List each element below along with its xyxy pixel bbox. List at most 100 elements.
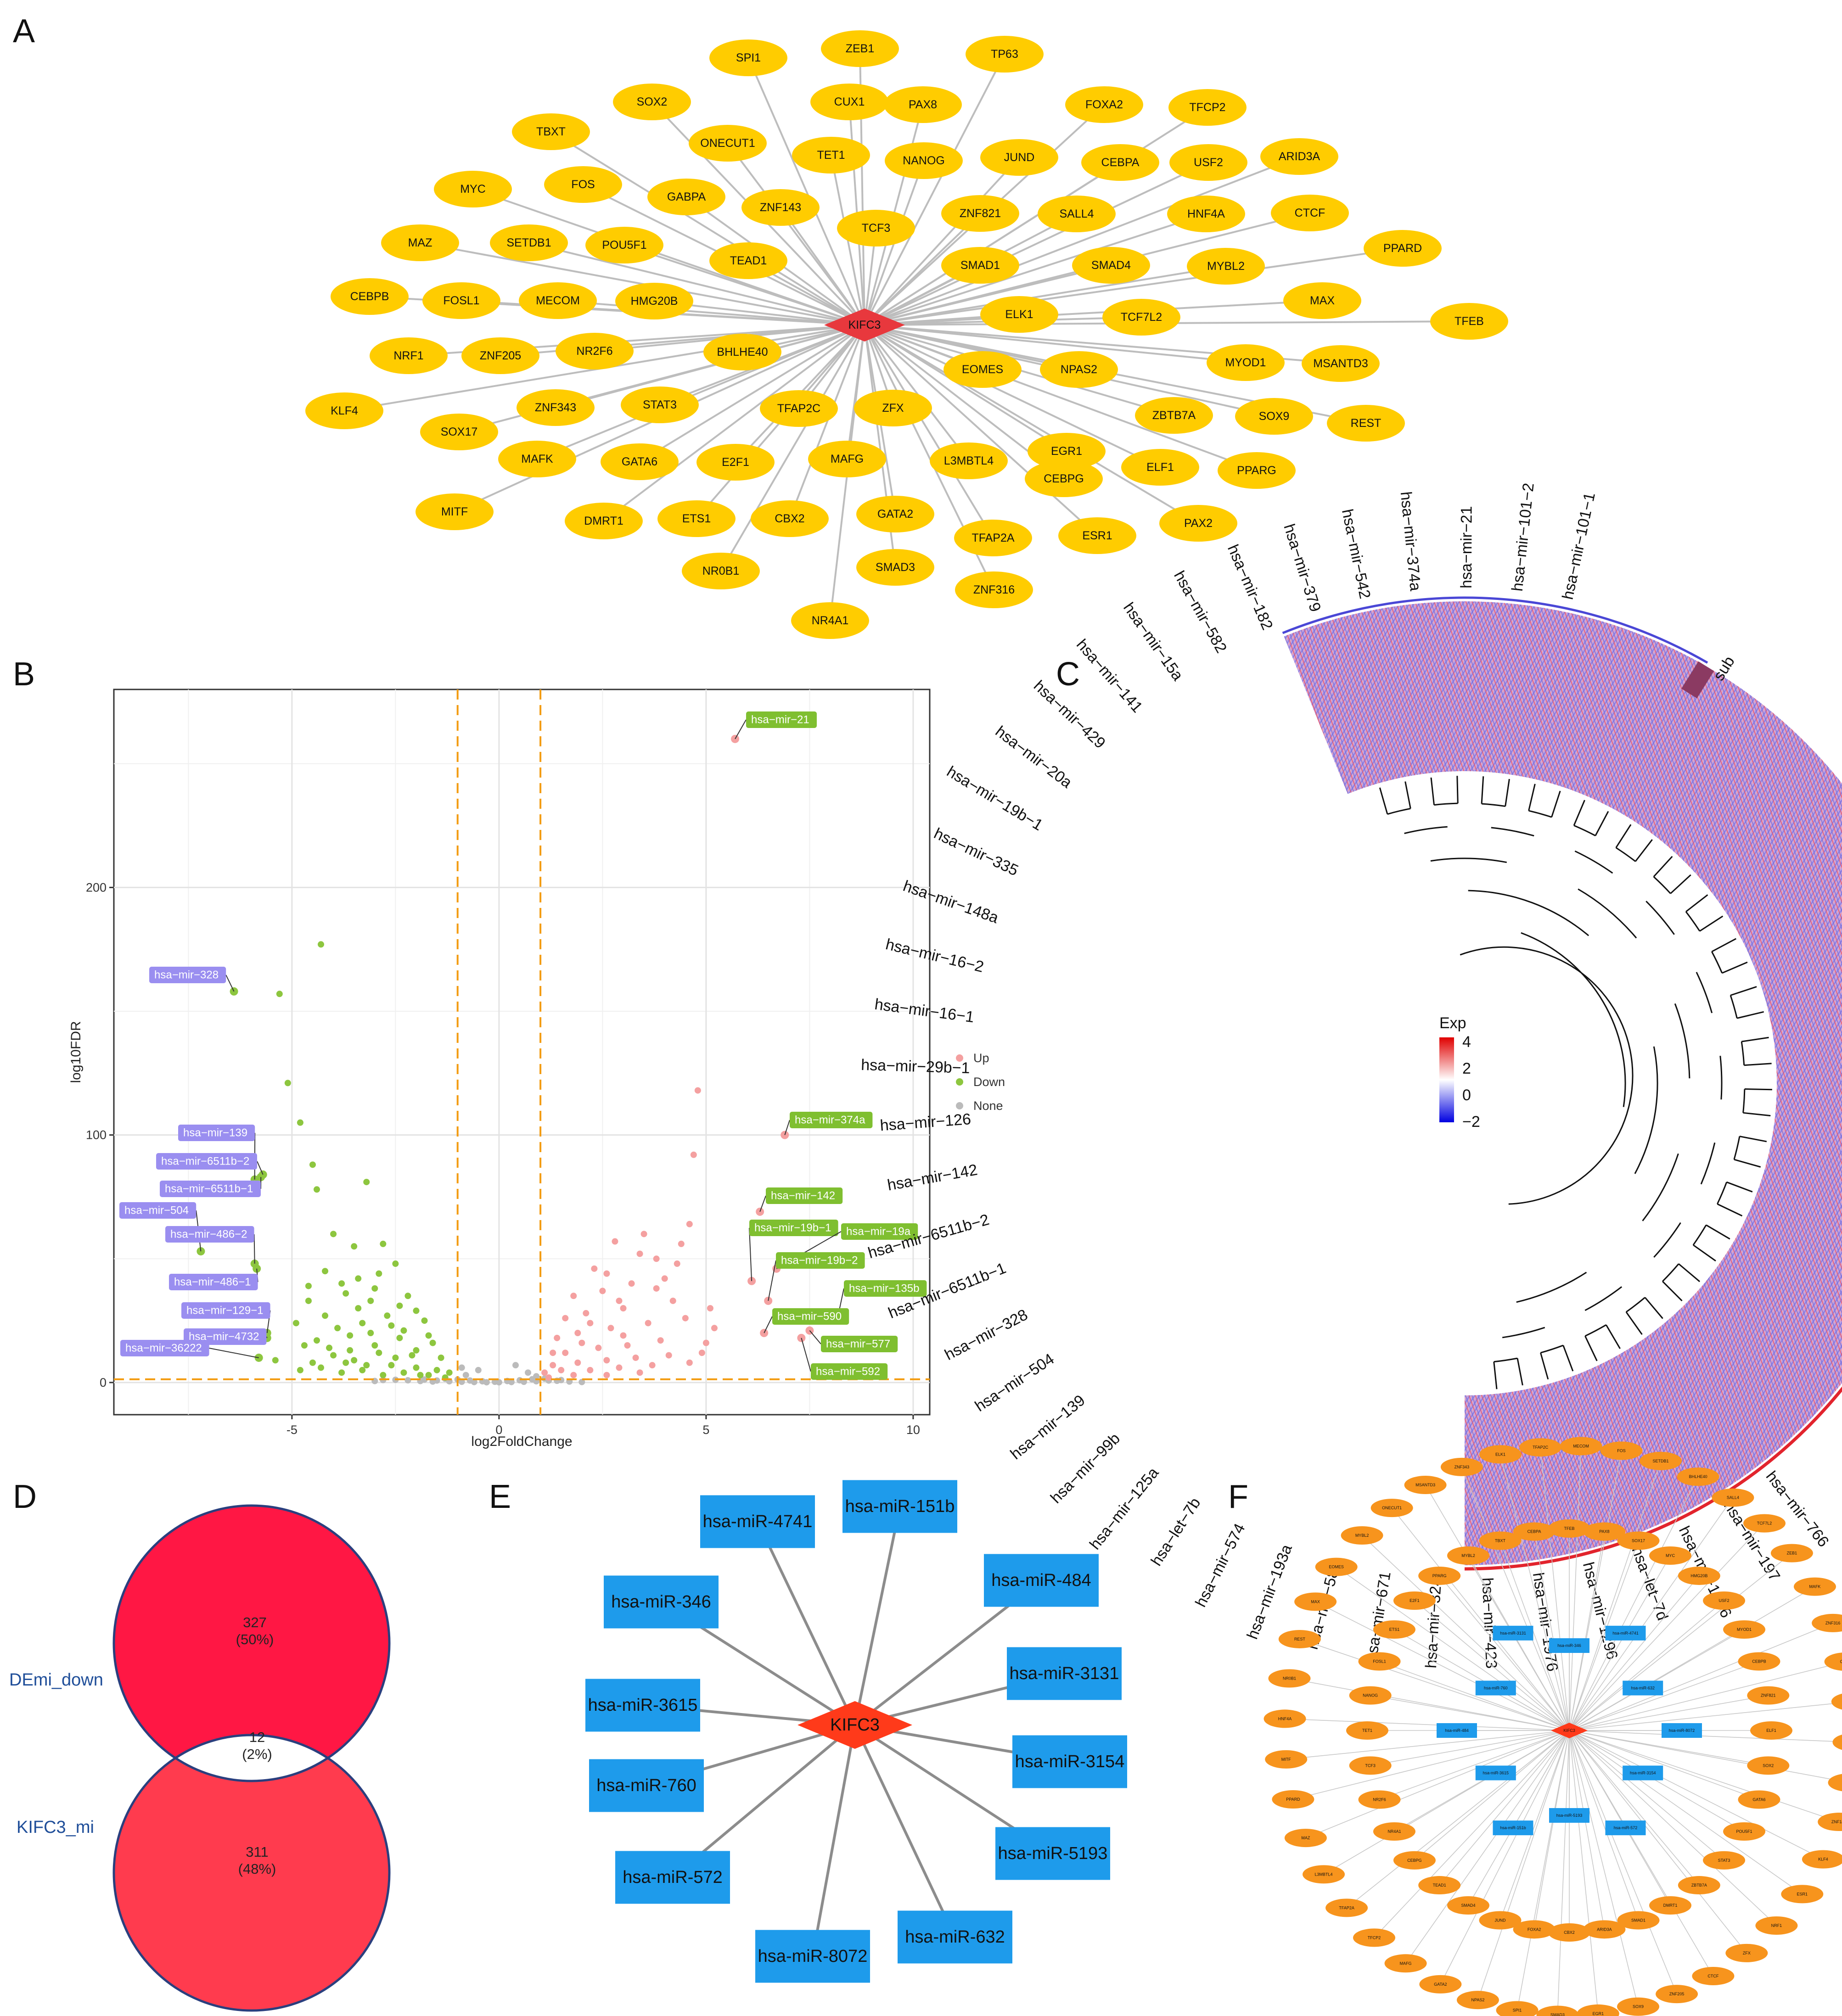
dendrogram-leaf [1584, 1335, 1598, 1361]
tf-node: CEBPG [1025, 460, 1103, 497]
tf-node: TEAD1 [1418, 1876, 1461, 1895]
network-edge [624, 244, 865, 326]
tf-node-ellipse [792, 137, 870, 174]
network-edge [639, 324, 865, 463]
tf-node-ellipse [613, 84, 691, 120]
tf-node: MECOM [1560, 1437, 1602, 1456]
tf-node-label: SMAD3 [1550, 2012, 1565, 2016]
mirna-node: hsa-miR-4741 [1605, 1625, 1646, 1641]
tf-node: KLF4 [305, 392, 383, 429]
point-down [292, 1320, 299, 1327]
volcano-plot-area [113, 689, 931, 1416]
tf-node-ellipse [1513, 1920, 1556, 1939]
mirna-node-label: hsa-miR-3154 [1630, 1771, 1656, 1775]
network-edge [1336, 1566, 1570, 1731]
tf-node-ellipse [1781, 1885, 1824, 1904]
tf-node-ellipse [1802, 1850, 1842, 1869]
point-label-text: hsa−mir−504 [124, 1204, 189, 1217]
tf-node-label: SALL4 [1059, 207, 1094, 220]
tf-node-ellipse [615, 283, 693, 319]
hub-diamond [797, 1701, 912, 1749]
tf-node: NR4A1 [1373, 1822, 1415, 1841]
dendrogram-branch [1491, 827, 1534, 837]
tf-node-label: TCF3 [1365, 1763, 1376, 1768]
mirna-node-box [615, 1851, 730, 1904]
tf-node-ellipse [1346, 1721, 1388, 1740]
point-up [620, 1332, 627, 1339]
tf-node: TFAP2C [1519, 1438, 1562, 1457]
tf-node: ELF1 [1121, 449, 1199, 486]
network-edge [1299, 1639, 1570, 1731]
point-up [574, 1330, 581, 1337]
tf-node-ellipse [1747, 1756, 1790, 1775]
network-edge [1569, 1730, 1747, 1954]
tf-node: ZNF821 [941, 195, 1019, 232]
tf-node-label: CTCF [1707, 1974, 1718, 1978]
tf-node-label: CEBPB [350, 290, 389, 303]
tf-node-ellipse [1831, 1693, 1842, 1710]
tf-node-label: MITF [1281, 1757, 1291, 1762]
point-down [334, 1325, 341, 1332]
heatmap-legend-tick: 4 [1462, 1033, 1471, 1051]
network-edge [1569, 1450, 1622, 1731]
heatmap-row-label: hsa−mir−139 [1007, 1392, 1088, 1463]
tf-node-ellipse [941, 247, 1019, 284]
point-up [587, 1366, 594, 1373]
point-up [686, 1359, 693, 1366]
tf-node-ellipse [1284, 1829, 1327, 1848]
tf-node-ellipse [1373, 1620, 1415, 1639]
tf-node-label: MSANTD3 [1313, 357, 1368, 370]
tf-node: SOX17 [1617, 1531, 1660, 1550]
point-up [550, 1362, 556, 1369]
network-edge [720, 324, 865, 572]
tf-node-label: MYOD1 [1737, 1627, 1752, 1632]
heatmap-row-label: hsa−mir−766 [1763, 1468, 1832, 1551]
mirna-node-box [604, 1575, 719, 1629]
network-edge [1370, 1730, 1570, 1766]
tf-node-label: GABPA [667, 190, 706, 203]
point-down [376, 1270, 382, 1277]
point-down [413, 1364, 420, 1371]
tf-node: PAX8 [884, 86, 962, 123]
dendrogram-leaf [1644, 1297, 1663, 1319]
tf-node-ellipse [1738, 1652, 1780, 1671]
tf-node-label: L3MBTL4 [944, 454, 994, 467]
mirna-node: hsa-miR-346 [604, 1575, 719, 1629]
panel-b-volcano-plot: hsa−mir−328 hsa−mir−139 hsa−mir−6511b−2 hsa… [68, 689, 1005, 1449]
tf-node: SOX2 [613, 84, 691, 120]
tf-node-label: ZNF205 [1669, 1992, 1685, 1996]
label-leader-line [735, 719, 747, 739]
dendrogram-branch [1578, 888, 1637, 939]
network-edge [1569, 1586, 1815, 1731]
tf-node: STAT3 [621, 386, 699, 423]
tf-node: ZNF343 [1440, 1457, 1483, 1476]
tf-node-label: EOMES [962, 363, 1003, 376]
y-tick-label: 0 [100, 1376, 107, 1389]
network-edge [864, 247, 1403, 326]
tf-node-ellipse [1265, 1750, 1308, 1769]
tf-node-ellipse [1832, 1734, 1842, 1750]
tf-node: GATA2 [1419, 1975, 1462, 1994]
tf-node-label: SPI1 [1513, 2008, 1522, 2013]
network-edge [756, 1521, 856, 1726]
tf-node: PPARD [1272, 1790, 1314, 1809]
label-leader-line [759, 1195, 766, 1212]
tf-node: ZNF821 [1747, 1686, 1790, 1705]
tf-node-label: GATA6 [1752, 1797, 1765, 1802]
tf-node: CBX2 [751, 500, 829, 537]
tf-node-ellipse [1038, 196, 1116, 232]
tf-node-ellipse [1583, 1920, 1626, 1939]
network-edge [1440, 1730, 1570, 1985]
tf-node-ellipse [381, 224, 459, 261]
point-label-box [821, 1336, 898, 1352]
tf-node-ellipse [1703, 1851, 1746, 1870]
dendrogram-branch [1730, 995, 1738, 1019]
network-edge [789, 325, 865, 519]
network-edge [864, 324, 1161, 468]
tf-node-label: CBX2 [1564, 1930, 1575, 1935]
network-edge [1346, 1730, 1570, 1908]
point-up [694, 1087, 701, 1094]
point-label-box [790, 1112, 873, 1128]
heatmap-row-label: hsa−mir−15a [1120, 599, 1186, 684]
point-down [330, 1352, 337, 1359]
